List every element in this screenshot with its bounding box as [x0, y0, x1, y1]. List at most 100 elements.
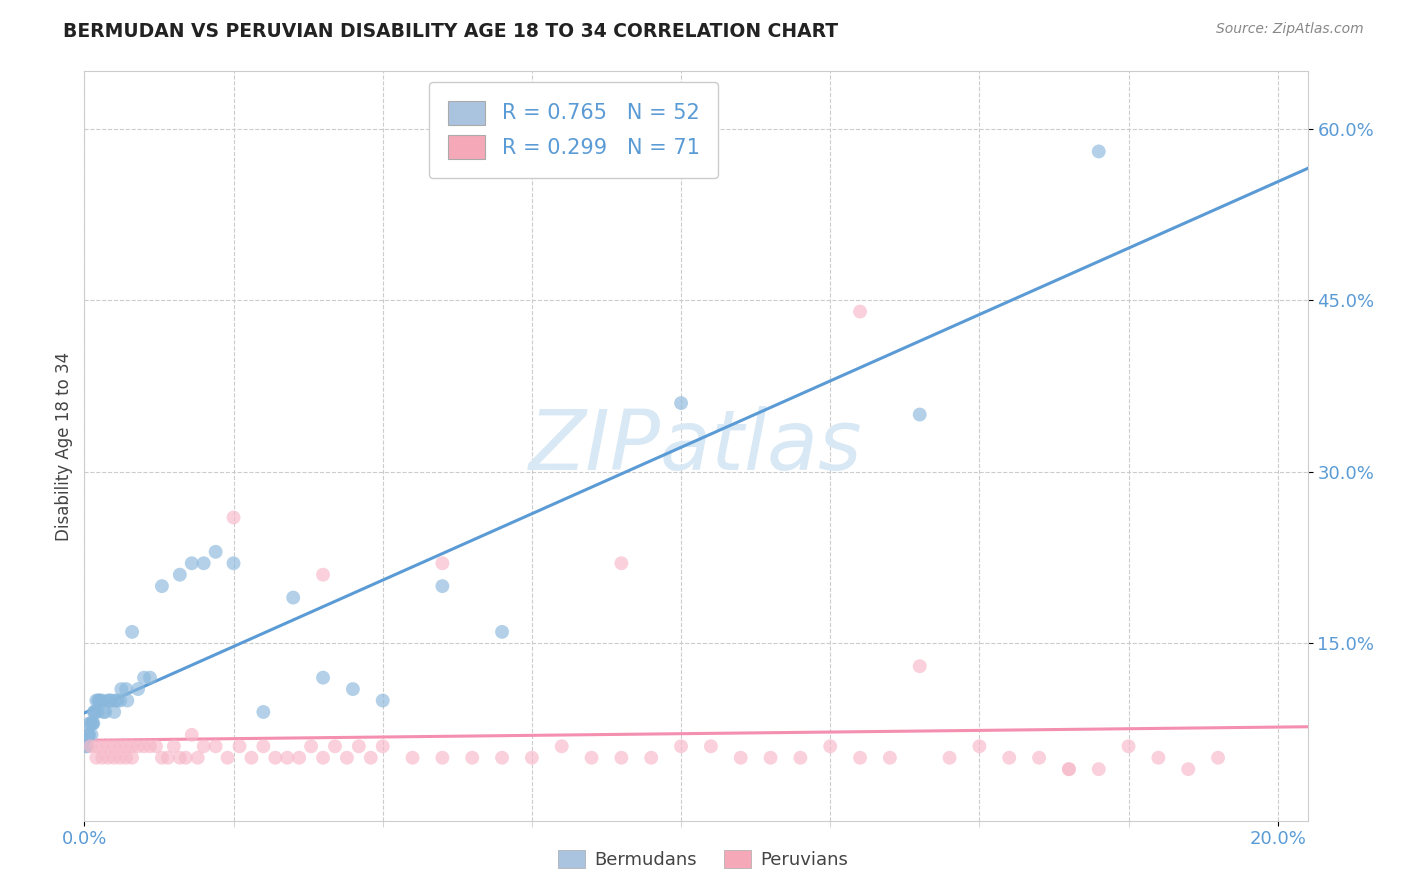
Point — [91, 739, 114, 754]
Point — [77, 728, 100, 742]
Point — [204, 739, 226, 754]
Point — [969, 739, 991, 754]
Point — [1177, 762, 1199, 776]
Point — [139, 739, 162, 754]
Point — [79, 716, 101, 731]
Point — [204, 545, 226, 559]
Point — [1087, 762, 1109, 776]
Point — [108, 750, 131, 764]
Point — [264, 750, 287, 764]
Point — [84, 750, 107, 764]
Text: Source: ZipAtlas.com: Source: ZipAtlas.com — [1216, 22, 1364, 37]
Point — [105, 693, 128, 707]
Point — [174, 750, 197, 764]
Point — [94, 705, 117, 719]
Point — [252, 705, 274, 719]
Point — [145, 739, 167, 754]
Point — [169, 750, 191, 764]
Point — [91, 750, 114, 764]
Point — [347, 739, 370, 754]
Point — [461, 750, 484, 764]
Point — [276, 750, 298, 764]
Point — [401, 750, 423, 764]
Point — [299, 739, 322, 754]
Point — [180, 556, 202, 570]
Text: ZIPatlas: ZIPatlas — [529, 406, 863, 486]
Point — [121, 750, 143, 764]
Point — [77, 728, 100, 742]
Point — [180, 728, 202, 742]
Point — [108, 739, 131, 754]
Point — [103, 705, 125, 719]
Point — [82, 716, 104, 731]
Point — [84, 693, 107, 707]
Point — [156, 750, 179, 764]
Point — [610, 750, 633, 764]
Point — [759, 750, 782, 764]
Point — [1057, 762, 1080, 776]
Point — [1087, 145, 1109, 159]
Point — [139, 671, 162, 685]
Point — [849, 304, 872, 318]
Point — [908, 659, 931, 673]
Point — [100, 693, 122, 707]
Point — [84, 705, 107, 719]
Point — [97, 693, 120, 707]
Point — [669, 739, 692, 754]
Point — [115, 739, 138, 754]
Point — [76, 739, 98, 754]
Point — [77, 728, 100, 742]
Point — [938, 750, 960, 764]
Point — [700, 739, 723, 754]
Point — [108, 693, 131, 707]
Point — [121, 739, 143, 754]
Point — [89, 693, 111, 707]
Point — [342, 682, 364, 697]
Point — [121, 624, 143, 639]
Point — [163, 739, 186, 754]
Point — [491, 624, 513, 639]
Point — [252, 739, 274, 754]
Point — [371, 693, 394, 707]
Point — [79, 739, 101, 754]
Point — [730, 750, 752, 764]
Point — [222, 556, 245, 570]
Point — [84, 739, 107, 754]
Point — [432, 556, 454, 570]
Point — [491, 750, 513, 764]
Point — [150, 750, 173, 764]
Point — [75, 739, 97, 754]
Point — [323, 739, 346, 754]
Point — [187, 750, 209, 764]
Point — [312, 567, 335, 582]
Point — [89, 693, 111, 707]
Point — [1147, 750, 1170, 764]
Point — [669, 396, 692, 410]
Point — [91, 693, 114, 707]
Point — [97, 750, 120, 764]
Point — [110, 682, 132, 697]
Point — [169, 567, 191, 582]
Point — [150, 579, 173, 593]
Point — [103, 750, 125, 764]
Legend: R = 0.765   N = 52, R = 0.299   N = 71: R = 0.765 N = 52, R = 0.299 N = 71 — [429, 82, 718, 178]
Point — [520, 750, 543, 764]
Point — [103, 739, 125, 754]
Point — [360, 750, 382, 764]
Point — [283, 591, 305, 605]
Legend: Bermudans, Peruvians: Bermudans, Peruvians — [550, 840, 856, 878]
Point — [115, 682, 138, 697]
Point — [83, 705, 105, 719]
Point — [104, 693, 127, 707]
Point — [908, 408, 931, 422]
Point — [93, 705, 115, 719]
Point — [132, 739, 155, 754]
Point — [115, 750, 138, 764]
Point — [97, 739, 120, 754]
Point — [80, 728, 103, 742]
Point — [818, 739, 841, 754]
Point — [240, 750, 263, 764]
Point — [640, 750, 662, 764]
Point — [610, 556, 633, 570]
Y-axis label: Disability Age 18 to 34: Disability Age 18 to 34 — [55, 351, 73, 541]
